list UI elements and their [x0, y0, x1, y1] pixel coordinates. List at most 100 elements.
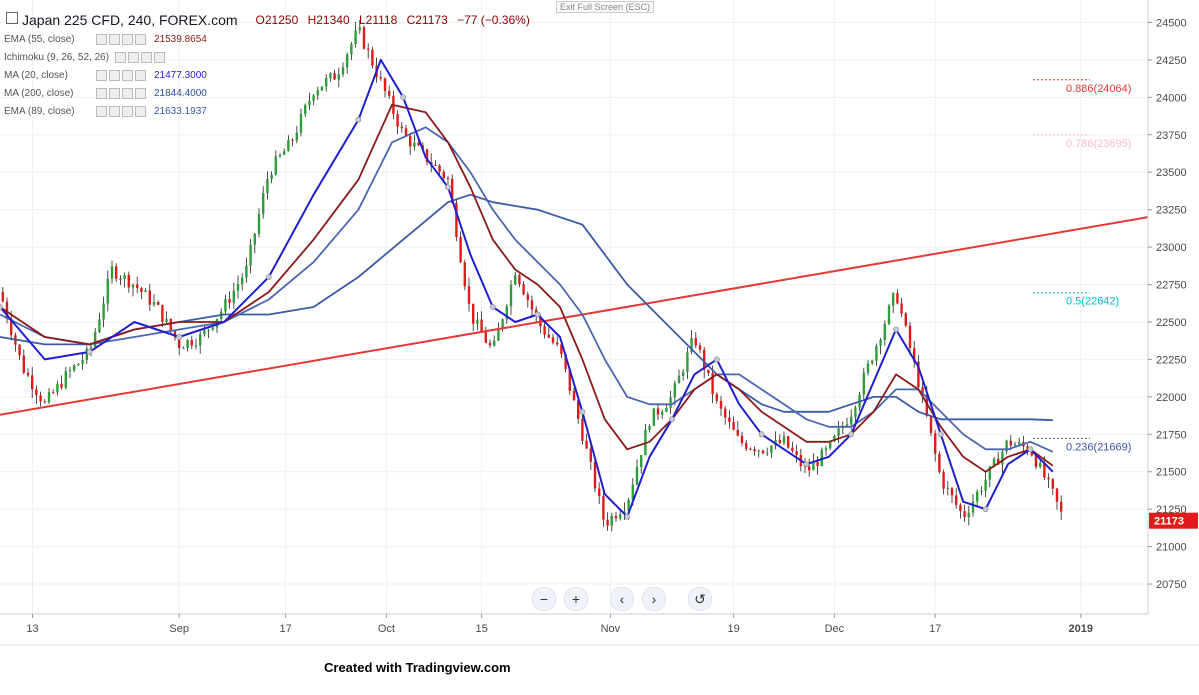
close-icon[interactable]	[135, 69, 146, 81]
ma-marker	[669, 416, 675, 423]
candle-body	[152, 302, 156, 305]
candle-body	[673, 383, 676, 398]
time-tick-label: 17	[279, 623, 291, 635]
price-tick-label: 22750	[1156, 280, 1187, 292]
candle-body	[304, 105, 307, 114]
add-icon[interactable]	[122, 69, 133, 81]
ma-marker	[86, 349, 93, 355]
tradingview-credit: Created with Tradingview.com	[324, 660, 511, 675]
candle-body	[245, 265, 248, 278]
candle-body	[409, 136, 412, 147]
settings-icon[interactable]	[109, 105, 120, 117]
trend-line	[0, 216, 1149, 416]
close-icon[interactable]	[135, 105, 146, 117]
candle-body	[896, 293, 899, 304]
chart-legend: Japan 225 CFD, 240, FOREX.com O21250 H21…	[4, 10, 536, 120]
candle-body	[707, 369, 710, 374]
settings-icon[interactable]	[128, 51, 140, 63]
add-icon[interactable]	[141, 51, 153, 63]
ma-marker	[713, 356, 720, 363]
add-icon[interactable]	[122, 105, 133, 117]
symbol-title[interactable]: Japan 225 CFD, 240, FOREX.com	[22, 12, 238, 28]
candle-body	[493, 340, 496, 346]
candle-body	[879, 339, 882, 346]
eye-icon[interactable]	[96, 69, 107, 81]
candle-body	[316, 90, 319, 96]
candle-body	[950, 488, 954, 496]
close-icon[interactable]	[135, 87, 146, 99]
price-tick-label: 22000	[1156, 392, 1187, 404]
candle-body	[358, 27, 361, 31]
candle-body	[497, 328, 500, 341]
candle-body	[362, 27, 366, 49]
candle-body	[488, 342, 492, 346]
indicator-row[interactable]: EMA (89, close) 21633.1937	[4, 102, 536, 120]
indicator-row[interactable]: EMA (55, close) 21539.8654	[4, 30, 536, 48]
candle-body	[371, 49, 374, 66]
candle-body	[110, 266, 114, 279]
plot-area	[0, 0, 1148, 614]
candle-body	[942, 472, 945, 489]
candle-body	[795, 451, 798, 455]
close-icon[interactable]	[154, 51, 166, 63]
eye-icon[interactable]	[96, 87, 107, 99]
candle-body	[938, 453, 941, 473]
scroll-right-button[interactable]: ›	[642, 587, 666, 611]
close-icon[interactable]	[135, 33, 146, 45]
candle-body	[312, 95, 315, 101]
reset-chart-button[interactable]: ↺	[688, 587, 712, 611]
candle-body	[522, 284, 525, 295]
candle-body	[451, 178, 454, 203]
candle-body	[333, 73, 336, 80]
candle-body	[190, 339, 193, 346]
candle-body	[10, 318, 13, 336]
candle-body	[127, 274, 130, 288]
candle-body	[1060, 501, 1063, 512]
candle-body	[270, 174, 273, 180]
eye-icon[interactable]	[96, 105, 107, 117]
candle-body	[661, 411, 664, 415]
settings-icon[interactable]	[109, 69, 120, 81]
indicator-row[interactable]: MA (20, close) 21477.3000	[4, 66, 536, 84]
candle-body	[602, 496, 605, 520]
price-tick-label: 23500	[1156, 167, 1187, 179]
scroll-left-button[interactable]: ‹	[610, 587, 634, 611]
settings-icon[interactable]	[109, 87, 120, 99]
eye-icon[interactable]	[96, 33, 107, 45]
indicator-row[interactable]: MA (200, close) 21844.4000	[4, 84, 536, 102]
candle-body	[131, 284, 135, 288]
candle-body	[278, 154, 282, 157]
candle-body	[736, 429, 739, 436]
candle-body	[442, 171, 445, 179]
candle-body	[1051, 479, 1054, 489]
candle-body	[354, 30, 357, 45]
candle-body	[463, 262, 466, 287]
fib-label: 0.5(22642)	[1066, 296, 1119, 308]
candle-body	[698, 345, 702, 350]
candle-body	[757, 450, 760, 452]
candle-body	[946, 488, 949, 490]
zoom-in-button[interactable]: +	[564, 587, 588, 611]
candle-body	[18, 344, 21, 356]
exit-fullscreen-button[interactable]: Exit Full Screen (ESC)	[556, 1, 655, 13]
candle-body	[480, 319, 483, 333]
settings-icon[interactable]	[109, 33, 120, 45]
price-tick-label: 22500	[1156, 317, 1187, 329]
candle-body	[665, 407, 668, 412]
add-icon[interactable]	[122, 87, 133, 99]
eye-icon[interactable]	[115, 51, 127, 63]
time-tick-label: 15	[475, 623, 487, 635]
indicator-row[interactable]: Ichimoku (9, 26, 52, 26)	[4, 48, 536, 66]
add-icon[interactable]	[122, 33, 133, 45]
symbol-square-icon[interactable]	[6, 12, 18, 24]
zoom-out-button[interactable]: −	[532, 587, 556, 611]
candle-body	[812, 461, 815, 471]
candle-body	[43, 401, 46, 403]
candle-body	[144, 290, 147, 292]
candle-body	[388, 91, 391, 96]
time-tick-label: Nov	[601, 623, 621, 635]
candle-body	[379, 77, 382, 79]
price-tick-label: 24500	[1156, 17, 1187, 29]
candle-body	[988, 466, 991, 480]
